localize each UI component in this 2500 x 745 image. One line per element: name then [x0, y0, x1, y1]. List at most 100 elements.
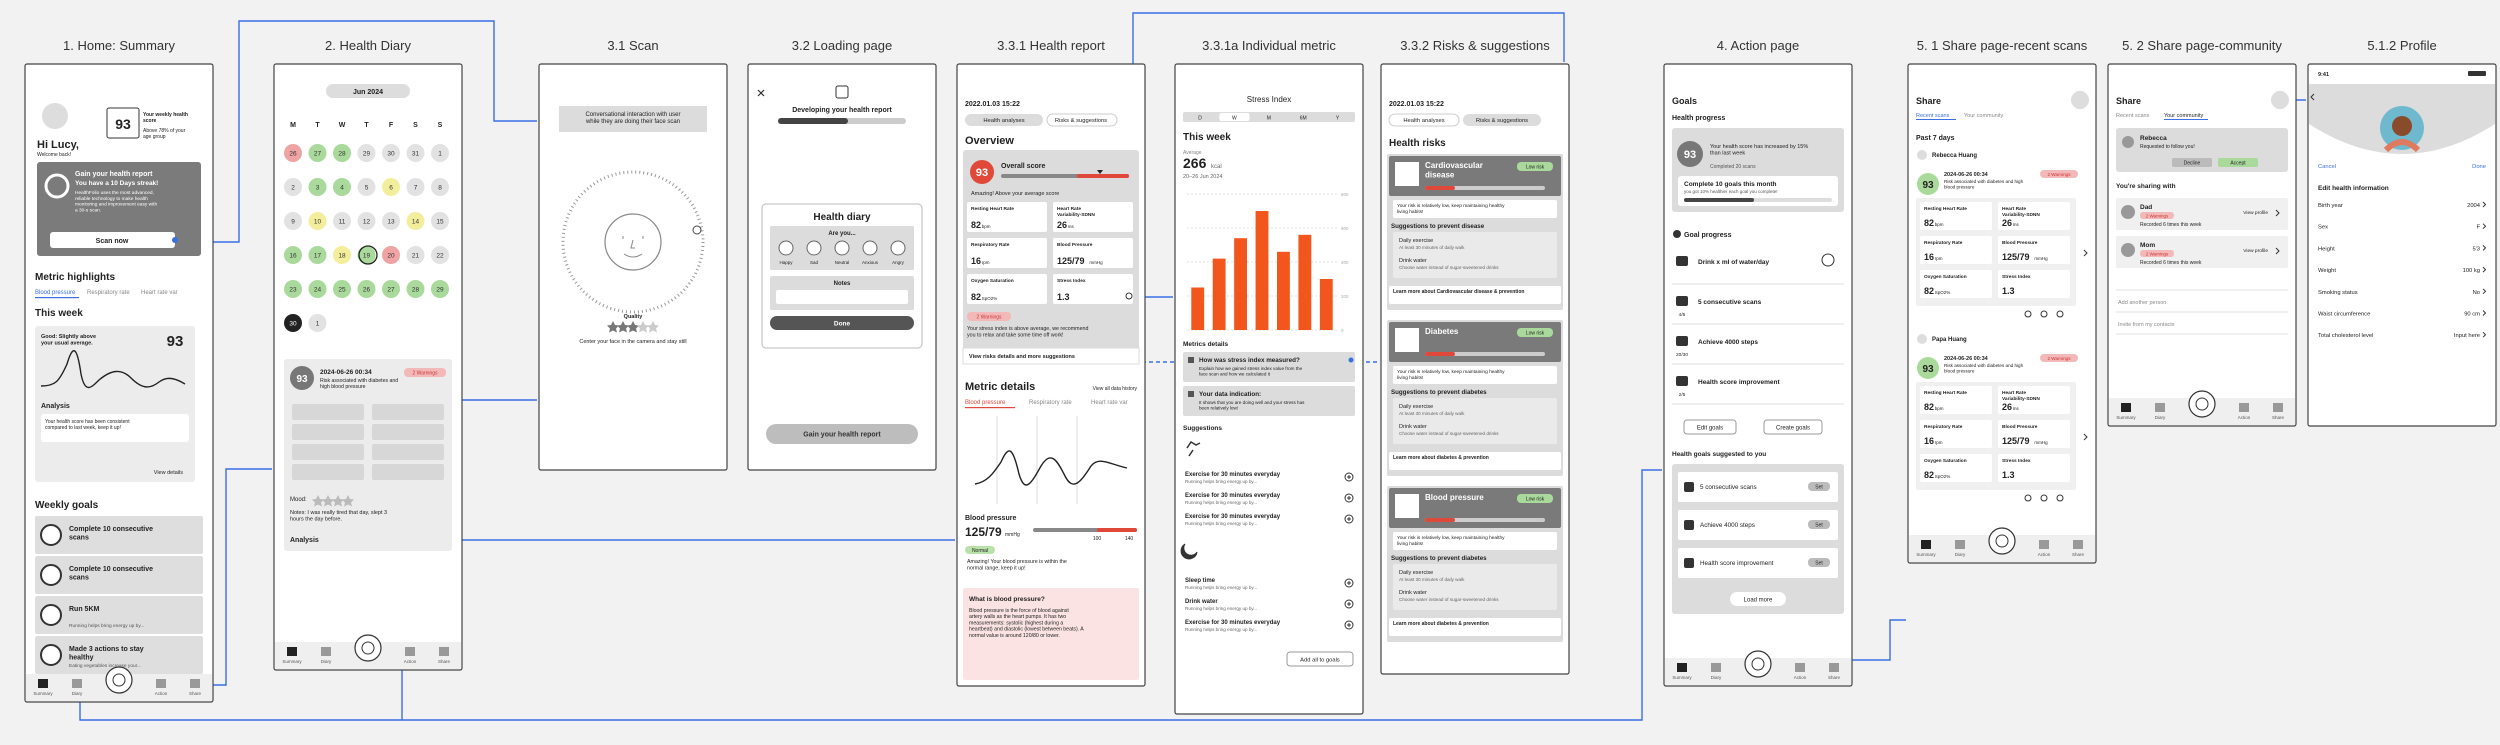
- label: Input here: [2454, 333, 2480, 339]
- plus: [1347, 602, 1351, 606]
- label: Sleep time: [1185, 578, 1216, 584]
- label: Made 3 actions to stay healthy: [69, 646, 144, 661]
- mood-face: [862, 240, 878, 256]
- segment: W: [1232, 116, 1237, 122]
- screen: 2022.01.03 15:22 Health analyses Risks & s…: [1380, 63, 1570, 675]
- screen-title: 3.3.1a Individual metric: [1202, 38, 1336, 53]
- label: Running helps bring energy up by...: [1185, 627, 1257, 632]
- done-button: [770, 316, 914, 330]
- metric-cell: [967, 202, 1047, 232]
- label: Jun 2024: [353, 89, 383, 96]
- label: View profile: [2243, 210, 2268, 216]
- warning-badge: [404, 368, 446, 377]
- placeholder: [292, 404, 364, 420]
- risk-bar-fill: [1425, 186, 1455, 190]
- label: 140: [1125, 536, 1134, 542]
- set-button: [1808, 482, 1830, 491]
- label: 93: [167, 333, 184, 350]
- day: 15: [436, 218, 444, 225]
- label: At least 30 minutes of daily walk: [1399, 411, 1465, 416]
- label: Overview: [965, 135, 1014, 147]
- label: Birth year: [2318, 203, 2343, 209]
- metric-unit: SpO2%: [982, 296, 998, 301]
- label: Load more: [1744, 598, 1773, 604]
- label: Health diary: [813, 212, 871, 223]
- day-circle: [357, 280, 376, 298]
- tab-active: [965, 114, 1043, 126]
- metric-value: 125/79: [2002, 436, 2030, 446]
- action-icon: [2024, 494, 2032, 502]
- label: At least 30 minutes of daily walk: [1399, 245, 1465, 250]
- label: Waist circumference: [2318, 312, 2370, 318]
- day: 13: [387, 218, 395, 225]
- metric-name: Stress Index: [1057, 278, 1086, 284]
- scan-button: [354, 634, 382, 662]
- screen-frame: [2307, 63, 2497, 427]
- metric-cell: [1920, 420, 1992, 448]
- goal-ring: [40, 564, 62, 586]
- metric-cell: [1998, 454, 2070, 482]
- metric-name: Stress Index: [2002, 458, 2031, 464]
- risk-bar: [1425, 186, 1545, 190]
- label: Create goals: [1776, 426, 1810, 432]
- mood-label: Neutral: [835, 260, 850, 265]
- metric-name: Oxygen Saturation: [1924, 274, 1967, 280]
- label: Running helps bring energy up by...: [1185, 521, 1257, 526]
- metric-cell: [967, 238, 1047, 268]
- add-all-button: [1286, 651, 1354, 667]
- day-circle: [431, 212, 449, 230]
- info-icon: [1125, 292, 1133, 300]
- scan-button: [1988, 527, 2016, 555]
- scan-icon: [835, 85, 849, 99]
- goal-row-icon: [1676, 256, 1688, 266]
- avatar-face: [2392, 116, 2412, 136]
- label: You have a 10 Days streak!: [75, 180, 158, 187]
- segment: 6M: [1300, 116, 1307, 122]
- day: 4: [340, 184, 344, 191]
- day-circle: [308, 280, 327, 298]
- day: 16: [289, 252, 297, 259]
- suggested-icon: [1684, 482, 1694, 492]
- label: Set: [1815, 523, 1823, 529]
- screen-frame: [538, 63, 728, 471]
- label: Set: [1815, 485, 1823, 491]
- avatar: [2121, 243, 2135, 257]
- day: 30: [289, 320, 297, 327]
- label: Health goals suggested to you: [1672, 451, 1766, 458]
- y-tick-label: 0: [1341, 328, 1344, 333]
- avatar: [2071, 91, 2089, 109]
- risk-note-box: [1393, 532, 1557, 550]
- label: Suggestions to prevent disease: [1391, 223, 1485, 230]
- screen: Share Recent scans Your community Rebecca Re…: [2107, 63, 2297, 427]
- metric-value: 82: [1924, 402, 1934, 412]
- label: What is blood pressure?: [969, 596, 1045, 603]
- nav-icon: [2273, 403, 2283, 412]
- label: Hi Lucy,: [37, 139, 79, 151]
- progress-fill: [1684, 198, 1754, 202]
- metric-name: Heart Rate Variability-SDNN: [1057, 206, 1095, 218]
- label: Low risk: [1526, 331, 1545, 337]
- metric-cell: [1920, 236, 1992, 264]
- metric-value: 26: [2002, 402, 2012, 412]
- day-circle: [308, 246, 327, 264]
- day: 27: [314, 150, 322, 157]
- goal-row: [35, 516, 203, 554]
- warning-badge: [2140, 250, 2174, 257]
- metric-name: Oxygen Saturation: [971, 278, 1014, 284]
- scan-icon: [1995, 534, 2009, 548]
- label: Running helps bring energy up by...: [1185, 585, 1257, 590]
- label: Run 5KM: [69, 606, 100, 613]
- action-icon: [2040, 494, 2048, 502]
- metric-unit: mmHg: [2034, 440, 2048, 445]
- day: 11: [339, 218, 346, 225]
- mood-label: Happy: [779, 260, 793, 265]
- label: Invite from my contacts: [2118, 322, 2175, 328]
- action-icon: [2040, 310, 2048, 318]
- plus: [1347, 517, 1351, 521]
- goal-ring: [40, 524, 62, 546]
- day-circle: [406, 178, 425, 196]
- label: Amazing! Your blood pressure is within t…: [967, 559, 1067, 571]
- nav-label: Action: [2038, 552, 2051, 557]
- label: 93: [1922, 180, 1934, 191]
